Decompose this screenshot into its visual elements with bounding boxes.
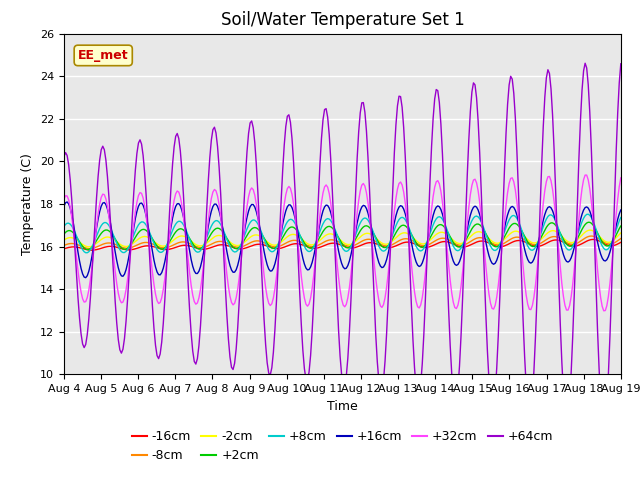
-2cm [130, 240, 138, 246]
+2cm [305, 245, 313, 251]
+8cm [246, 220, 254, 226]
-16cm [589, 237, 596, 242]
+64cm [129, 215, 136, 221]
+8cm [60, 224, 68, 229]
+2cm [83, 247, 91, 252]
+8cm [255, 224, 263, 230]
+8cm [228, 246, 236, 252]
-16cm [617, 240, 625, 245]
+16cm [617, 207, 625, 213]
+8cm [584, 211, 592, 217]
+2cm [130, 237, 138, 243]
+2cm [617, 223, 625, 229]
Line: +32cm: +32cm [64, 175, 621, 311]
+64cm [254, 190, 262, 195]
-2cm [589, 228, 596, 234]
+2cm [584, 219, 592, 225]
+32cm [244, 194, 252, 200]
+16cm [248, 202, 255, 207]
+8cm [617, 215, 625, 220]
-8cm [305, 243, 313, 249]
+32cm [588, 199, 595, 204]
-2cm [617, 230, 625, 236]
+64cm [303, 377, 311, 383]
+32cm [254, 213, 262, 219]
+8cm [83, 250, 91, 256]
+64cm [588, 146, 595, 152]
-16cm [130, 246, 138, 252]
+2cm [60, 231, 68, 237]
-16cm [588, 237, 595, 242]
+16cm [229, 269, 237, 275]
-8cm [255, 238, 263, 244]
-16cm [305, 244, 313, 250]
+32cm [226, 293, 234, 299]
-2cm [60, 237, 68, 243]
+64cm [600, 422, 607, 428]
Line: +8cm: +8cm [64, 214, 621, 253]
+16cm [257, 231, 265, 237]
+8cm [589, 218, 596, 224]
Line: -2cm: -2cm [64, 230, 621, 247]
+2cm [255, 228, 263, 233]
+2cm [246, 228, 254, 234]
-2cm [305, 241, 313, 247]
+64cm [244, 131, 252, 136]
+16cm [82, 275, 90, 280]
+16cm [589, 218, 596, 224]
-8cm [588, 233, 595, 239]
+8cm [305, 249, 313, 254]
-8cm [617, 236, 625, 241]
Text: EE_met: EE_met [78, 49, 129, 62]
+32cm [129, 235, 136, 240]
+64cm [226, 354, 234, 360]
-16cm [228, 244, 236, 250]
+32cm [617, 175, 625, 180]
+64cm [581, 60, 589, 66]
+16cm [60, 203, 68, 209]
-2cm [85, 244, 93, 250]
Line: -16cm: -16cm [64, 240, 621, 250]
+16cm [63, 199, 71, 205]
-16cm [60, 246, 68, 252]
+2cm [228, 243, 236, 249]
-8cm [246, 240, 254, 246]
Title: Soil/Water Temperature Set 1: Soil/Water Temperature Set 1 [221, 11, 464, 29]
-8cm [60, 242, 68, 248]
-16cm [255, 241, 263, 247]
+32cm [581, 172, 589, 178]
+32cm [303, 303, 311, 309]
-8cm [228, 242, 236, 248]
Y-axis label: Temperature (C): Temperature (C) [22, 153, 35, 255]
+2cm [589, 222, 596, 228]
+32cm [600, 308, 607, 314]
+16cm [131, 216, 139, 221]
Line: +16cm: +16cm [64, 202, 621, 277]
-2cm [228, 240, 236, 246]
+32cm [60, 196, 68, 202]
-2cm [246, 234, 254, 240]
Line: -8cm: -8cm [64, 236, 621, 249]
X-axis label: Time: Time [327, 400, 358, 413]
+8cm [130, 232, 138, 238]
-8cm [130, 244, 138, 250]
-8cm [86, 246, 94, 252]
Line: +64cm: +64cm [64, 63, 621, 425]
-2cm [255, 233, 263, 239]
-16cm [246, 243, 254, 249]
-2cm [586, 227, 594, 233]
-8cm [589, 233, 596, 239]
Legend: -16cm, -8cm, -2cm, +2cm, +8cm, +16cm, +32cm, +64cm: -16cm, -8cm, -2cm, +2cm, +8cm, +16cm, +3… [127, 425, 558, 467]
Line: +2cm: +2cm [64, 222, 621, 250]
-16cm [88, 247, 96, 253]
+64cm [617, 61, 625, 67]
+64cm [60, 154, 68, 159]
+16cm [307, 264, 314, 270]
